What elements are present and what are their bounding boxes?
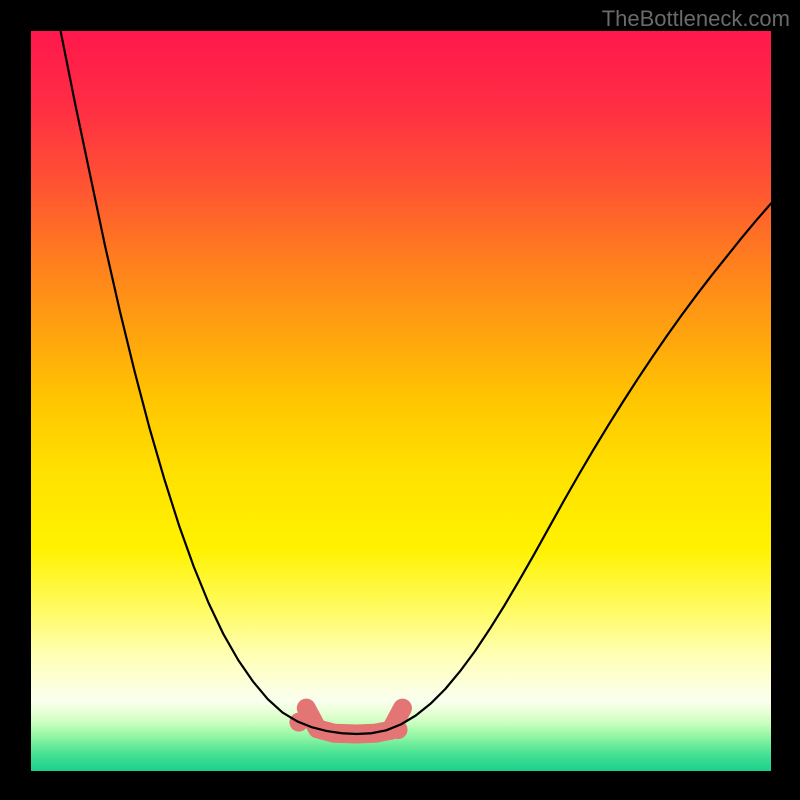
bottleneck-chart (0, 0, 800, 800)
watermark-text: TheBottleneck.com (602, 6, 790, 32)
